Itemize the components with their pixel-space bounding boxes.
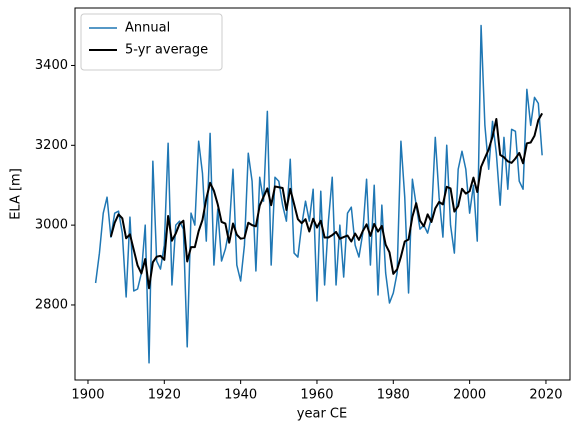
y-axis-label: ELA [m] xyxy=(9,168,24,220)
y-tick-label: 2800 xyxy=(35,297,68,312)
plot-frame xyxy=(74,7,571,381)
y-tick-label: 3400 xyxy=(35,58,68,73)
legend-label: Annual xyxy=(125,21,170,36)
series-line xyxy=(94,24,543,364)
y-tick-label: 3000 xyxy=(35,218,68,233)
y-tick-label: 3200 xyxy=(35,138,68,153)
series-line xyxy=(109,112,544,290)
x-axis-label: year CE xyxy=(297,407,347,422)
x-tick-label: 1920 xyxy=(148,388,181,403)
x-tick-label: 1960 xyxy=(300,388,333,403)
legend: Annual 5-yr average xyxy=(80,13,223,71)
x-tick-label: 2020 xyxy=(529,388,562,403)
x-tick-label: 1900 xyxy=(71,388,104,403)
x-tick-label: 1940 xyxy=(224,388,257,403)
legend-label: 5-yr average xyxy=(125,43,208,58)
x-tick-label: 2000 xyxy=(453,388,486,403)
x-tick-label: 1980 xyxy=(377,388,410,403)
